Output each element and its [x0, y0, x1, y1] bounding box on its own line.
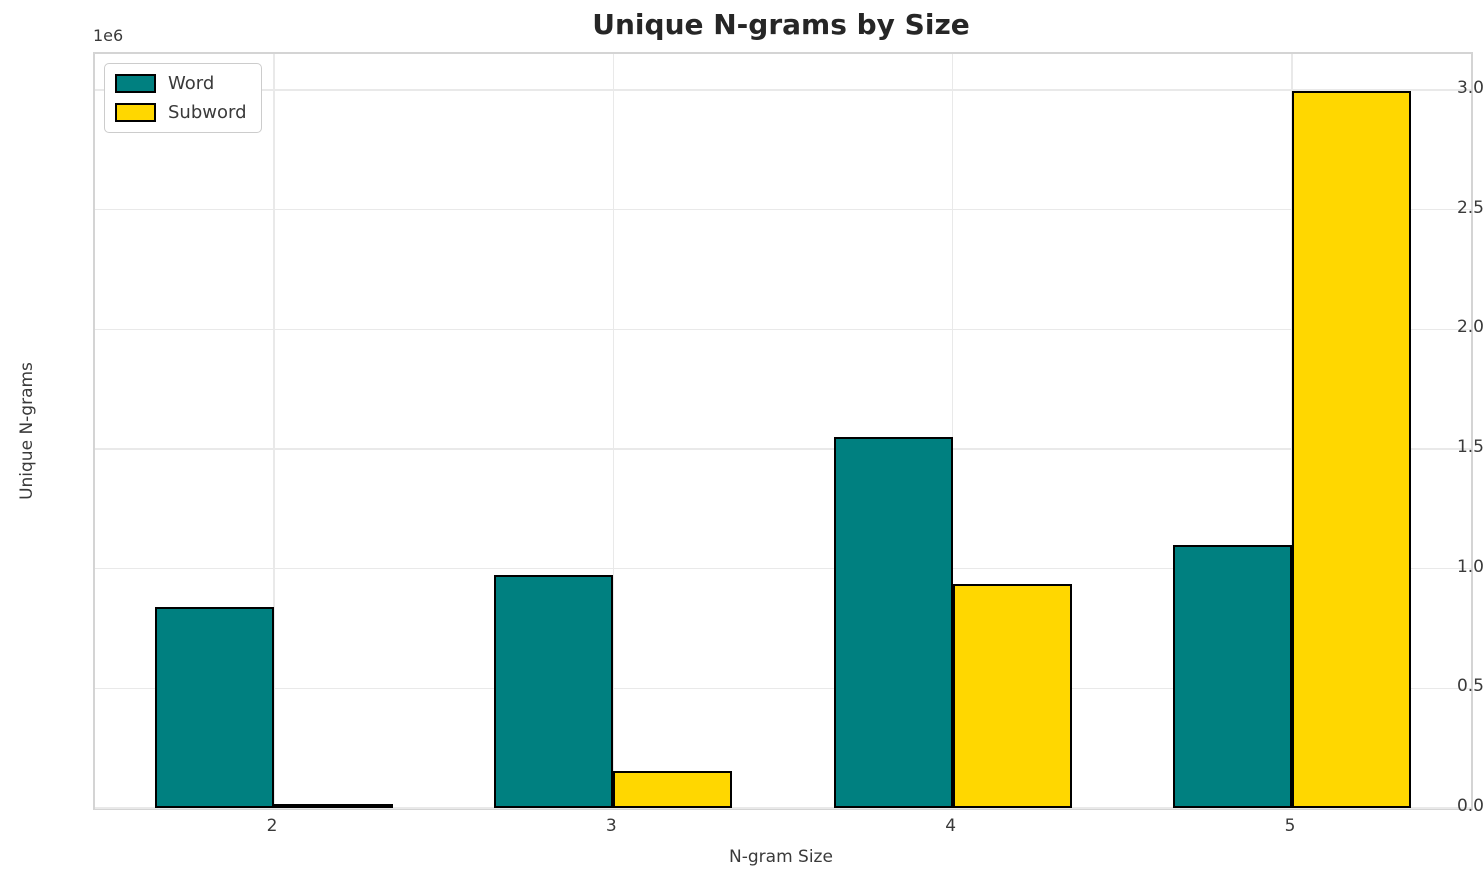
legend-label: Subword — [168, 102, 247, 123]
bar-word-3 — [494, 574, 614, 808]
bar-subword-5 — [1292, 91, 1411, 808]
bar-word-5 — [1173, 544, 1292, 808]
plot-area: Word Subword — [93, 52, 1473, 810]
bar-subword-2 — [274, 804, 393, 809]
gridline-horizontal — [95, 567, 1471, 570]
x-tick-label: 4 — [945, 816, 957, 836]
gridline-horizontal — [95, 89, 1471, 91]
legend-swatch-word — [115, 74, 156, 93]
gridline-horizontal — [95, 448, 1471, 450]
y-axis-offset-label: 1e6 — [93, 26, 124, 45]
y-tick-label: 2.5 — [1456, 197, 1484, 218]
bar-word-4 — [833, 436, 953, 808]
legend-item-subword: Subword — [115, 102, 247, 123]
y-tick-label: 1.5 — [1456, 436, 1484, 457]
bar-subword-4 — [952, 584, 1072, 808]
x-tick-label: 5 — [1284, 816, 1296, 836]
legend: Word Subword — [104, 63, 262, 133]
chart-title: Unique N-grams by Size — [592, 8, 970, 41]
x-tick-label: 3 — [605, 816, 617, 836]
legend-swatch-subword — [115, 103, 156, 122]
gridline-vertical — [273, 54, 275, 808]
y-tick-label: 0.5 — [1456, 676, 1484, 697]
gridline-horizontal — [95, 807, 1471, 809]
gridline-horizontal — [95, 687, 1471, 690]
bar-subword-3 — [613, 770, 733, 808]
x-tick-label: 2 — [266, 816, 278, 836]
x-axis-label: N-gram Size — [729, 847, 833, 867]
gridline-horizontal — [95, 208, 1471, 211]
y-tick-label: 3.0 — [1456, 77, 1484, 98]
legend-item-word: Word — [115, 73, 247, 94]
y-axis-label: Unique N-grams — [17, 362, 37, 500]
gridline-vertical — [612, 54, 615, 808]
y-tick-label: 1.0 — [1456, 556, 1484, 577]
gridline-vertical — [951, 54, 954, 808]
legend-label: Word — [168, 73, 215, 94]
gridline-horizontal — [95, 328, 1471, 331]
y-tick-label: 0.0 — [1456, 796, 1484, 816]
bar-word-2 — [155, 606, 274, 808]
y-tick-label: 2.0 — [1456, 317, 1484, 338]
